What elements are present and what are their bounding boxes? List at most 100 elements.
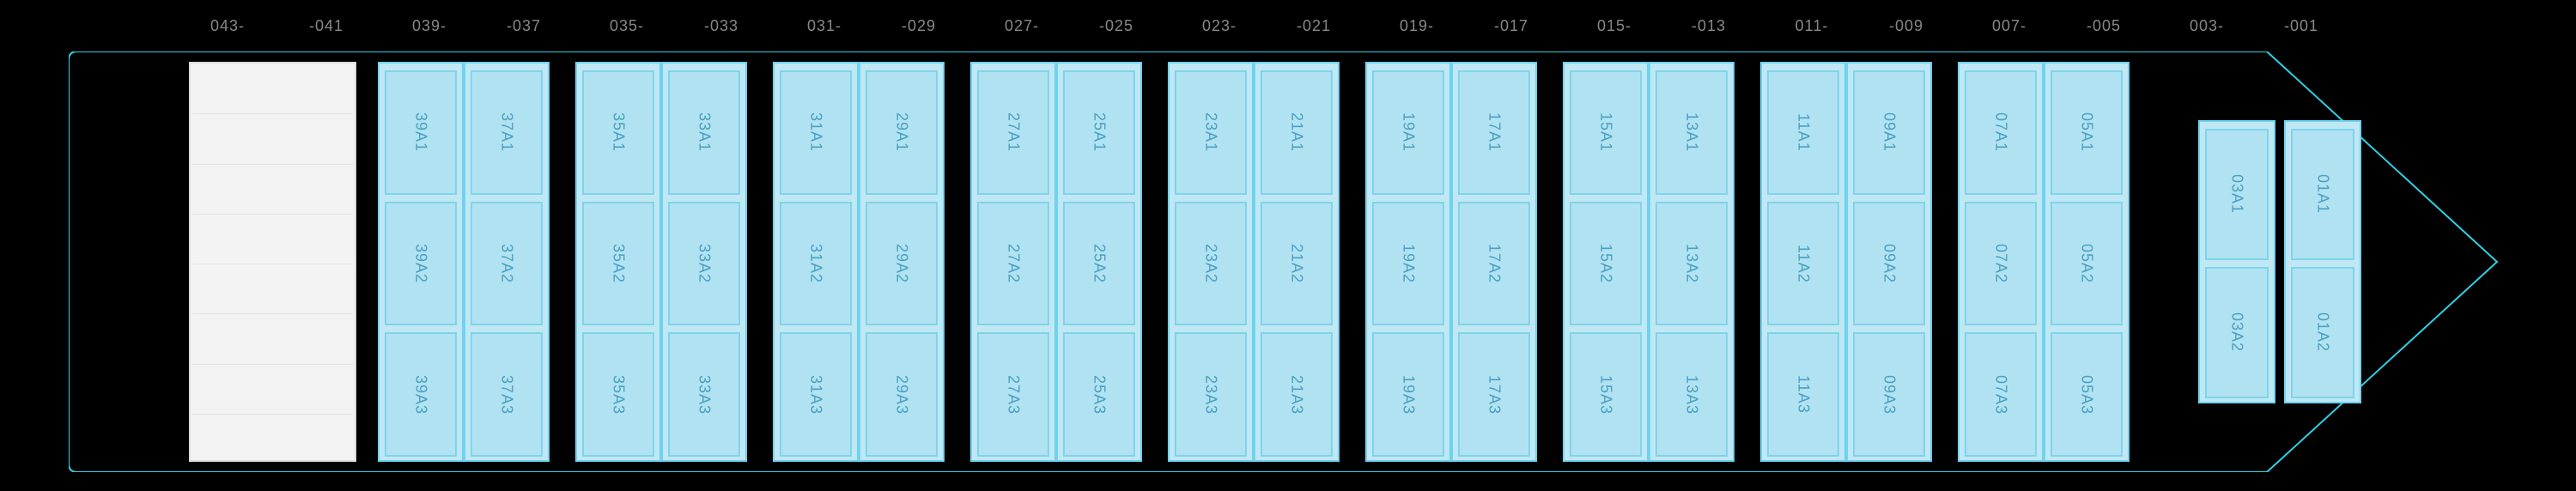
cargo-slot[interactable]: 15A3 <box>1570 332 1642 457</box>
cargo-bay: 05A1 05A2 05A3 <box>2044 62 2129 462</box>
cargo-slot[interactable]: 39A3 <box>385 332 457 457</box>
bay-header-label: -021 <box>1297 17 1331 35</box>
cargo-slot[interactable]: 01A2 <box>2291 267 2354 398</box>
cargo-slot[interactable]: 33A3 <box>668 332 740 457</box>
cargo-slot[interactable]: 35A2 <box>582 202 654 326</box>
slot-label: 27A1 <box>1005 112 1023 152</box>
cargo-slot[interactable]: 37A3 <box>471 332 543 457</box>
slot-label: 13A3 <box>1683 375 1701 415</box>
cargo-bay: 39A139A239A3 <box>378 62 464 462</box>
cargo-slot[interactable]: 31A3 <box>780 332 852 457</box>
bay-header-label: 015- <box>1597 17 1631 35</box>
slot-label: 09A2 <box>1880 244 1899 283</box>
bay-header-label: -041 <box>309 17 343 35</box>
cargo-slot[interactable]: 33A1 <box>668 70 740 195</box>
cargo-slot[interactable]: 37A1 <box>471 70 543 195</box>
cargo-slot[interactable]: 25A1 <box>1063 70 1135 195</box>
cargo-slot[interactable]: 11A3 <box>1767 332 1839 457</box>
cargo-bay: 07A1 07A207A3 <box>1958 62 2044 462</box>
cargo-slot[interactable]: 29A3 <box>866 332 938 457</box>
cargo-slot[interactable]: 17A1 <box>1458 70 1530 195</box>
bay-frame: 07A1 07A207A3 <box>1958 62 2044 462</box>
cargo-slot[interactable]: 13A3 <box>1656 332 1728 457</box>
bay-frame: 23A1 23A2 23A3 <box>1168 62 1254 462</box>
slot-label: 31A1 <box>807 112 825 152</box>
cargo-slot[interactable]: 07A2 <box>1965 202 2037 326</box>
cargo-slot[interactable]: 19A1 <box>1372 70 1444 195</box>
cargo-slot[interactable]: 29A2 <box>866 202 938 326</box>
cargo-bay: 33A133A2 33A3 <box>661 62 747 462</box>
cargo-slot[interactable]: 27A3 <box>977 332 1049 457</box>
cargo-slot[interactable]: 23A1 <box>1175 70 1247 195</box>
cargo-slot[interactable]: 31A1 <box>780 70 852 195</box>
cargo-slot[interactable]: 23A3 <box>1175 332 1247 457</box>
cargo-slot[interactable]: 01A1 <box>2291 129 2354 260</box>
cargo-slot[interactable]: 19A2 <box>1372 202 1444 326</box>
cargo-slot[interactable]: 29A1 <box>866 70 938 195</box>
cargo-slot[interactable]: 09A3 <box>1853 332 1925 457</box>
cargo-slot[interactable]: 27A2 <box>977 202 1049 326</box>
cargo-slot[interactable]: 11A2 <box>1767 202 1839 326</box>
slot-label: 33A3 <box>696 375 714 415</box>
slot-label: 35A2 <box>610 244 628 283</box>
bay-frame: 05A1 05A2 05A3 <box>2044 62 2129 462</box>
slot-label: 07A1 <box>1992 112 2010 152</box>
cargo-slot[interactable]: 11A1 <box>1767 70 1839 195</box>
cargo-slot[interactable]: 33A2 <box>668 202 740 326</box>
bay-header-label: -017 <box>1494 17 1528 35</box>
cargo-slot[interactable]: 07A1 <box>1965 70 2037 195</box>
cargo-slot[interactable]: 03A2 <box>2205 267 2269 398</box>
cargo-bay: 31A1 31A231A3 <box>773 62 859 462</box>
cargo-slot[interactable]: 05A2 <box>2050 202 2123 326</box>
slot-label: 15A3 <box>1597 375 1615 415</box>
bay-header-label: 031- <box>807 17 841 35</box>
cargo-bay: 09A1 09A2 09A3 <box>1846 62 1932 462</box>
slot-label: 23A2 <box>1202 244 1220 283</box>
bay-header-label: -033 <box>704 17 738 35</box>
bay-frame <box>189 62 356 462</box>
cargo-slot[interactable]: 39A1 <box>385 70 457 195</box>
cargo-slot[interactable]: 21A3 <box>1261 332 1333 457</box>
cargo-slot[interactable]: 05A3 <box>2050 332 2123 457</box>
cargo-slot[interactable]: 13A1 <box>1656 70 1728 195</box>
slot-label: 29A1 <box>893 112 911 152</box>
cargo-slot[interactable]: 17A2 <box>1458 202 1530 326</box>
cargo-slot[interactable]: 31A2 <box>780 202 852 326</box>
cargo-slot[interactable]: 15A1 <box>1570 70 1642 195</box>
cargo-slot[interactable]: 19A3 <box>1372 332 1444 457</box>
slot-label: 05A3 <box>2078 375 2096 415</box>
bay-frame: 31A1 31A231A3 <box>773 62 859 462</box>
slot-label: 17A3 <box>1485 375 1504 415</box>
cargo-slot[interactable]: 07A3 <box>1965 332 2037 457</box>
cargo-slot[interactable]: 21A2 <box>1261 202 1333 326</box>
slot-label: 21A1 <box>1288 112 1306 152</box>
cargo-slot[interactable]: 03A1 <box>2205 129 2269 260</box>
cargo-slot[interactable]: 39A2 <box>385 202 457 326</box>
cargo-slot[interactable]: 25A3 <box>1063 332 1135 457</box>
slot-label: 01A1 <box>2314 174 2332 214</box>
slot-label: 05A1 <box>2078 112 2096 152</box>
cargo-slot[interactable]: 05A1 <box>2050 70 2123 195</box>
cargo-slot[interactable]: 21A1 <box>1261 70 1333 195</box>
cargo-slot[interactable]: 13A2 <box>1656 202 1728 326</box>
bay-frame: 09A1 09A2 09A3 <box>1846 62 1932 462</box>
bay-header-label: -001 <box>2284 17 2318 35</box>
cargo-slot[interactable]: 09A1 <box>1853 70 1925 195</box>
cargo-slot[interactable]: 23A2 <box>1175 202 1247 326</box>
bay-row-divider <box>192 214 353 215</box>
cargo-slot[interactable]: 09A2 <box>1853 202 1925 326</box>
cargo-slot[interactable]: 37A2 <box>471 202 543 326</box>
bay-row-divider <box>192 164 353 165</box>
bay-frame: 25A125A225A3 <box>1056 62 1142 462</box>
cargo-slot[interactable]: 35A1 <box>582 70 654 195</box>
cargo-slot[interactable]: 15A2 <box>1570 202 1642 326</box>
cargo-slot[interactable]: 17A3 <box>1458 332 1530 457</box>
slot-label: 35A1 <box>610 112 628 152</box>
bay-header-label: 003- <box>2190 17 2224 35</box>
cargo-slot[interactable]: 35A3 <box>582 332 654 457</box>
cargo-bay: 03A1 03A2 <box>2198 120 2275 403</box>
bay-header-label: -009 <box>1889 17 1923 35</box>
slot-label: 29A3 <box>893 375 911 415</box>
cargo-slot[interactable]: 27A1 <box>977 70 1049 195</box>
cargo-slot[interactable]: 25A2 <box>1063 202 1135 326</box>
